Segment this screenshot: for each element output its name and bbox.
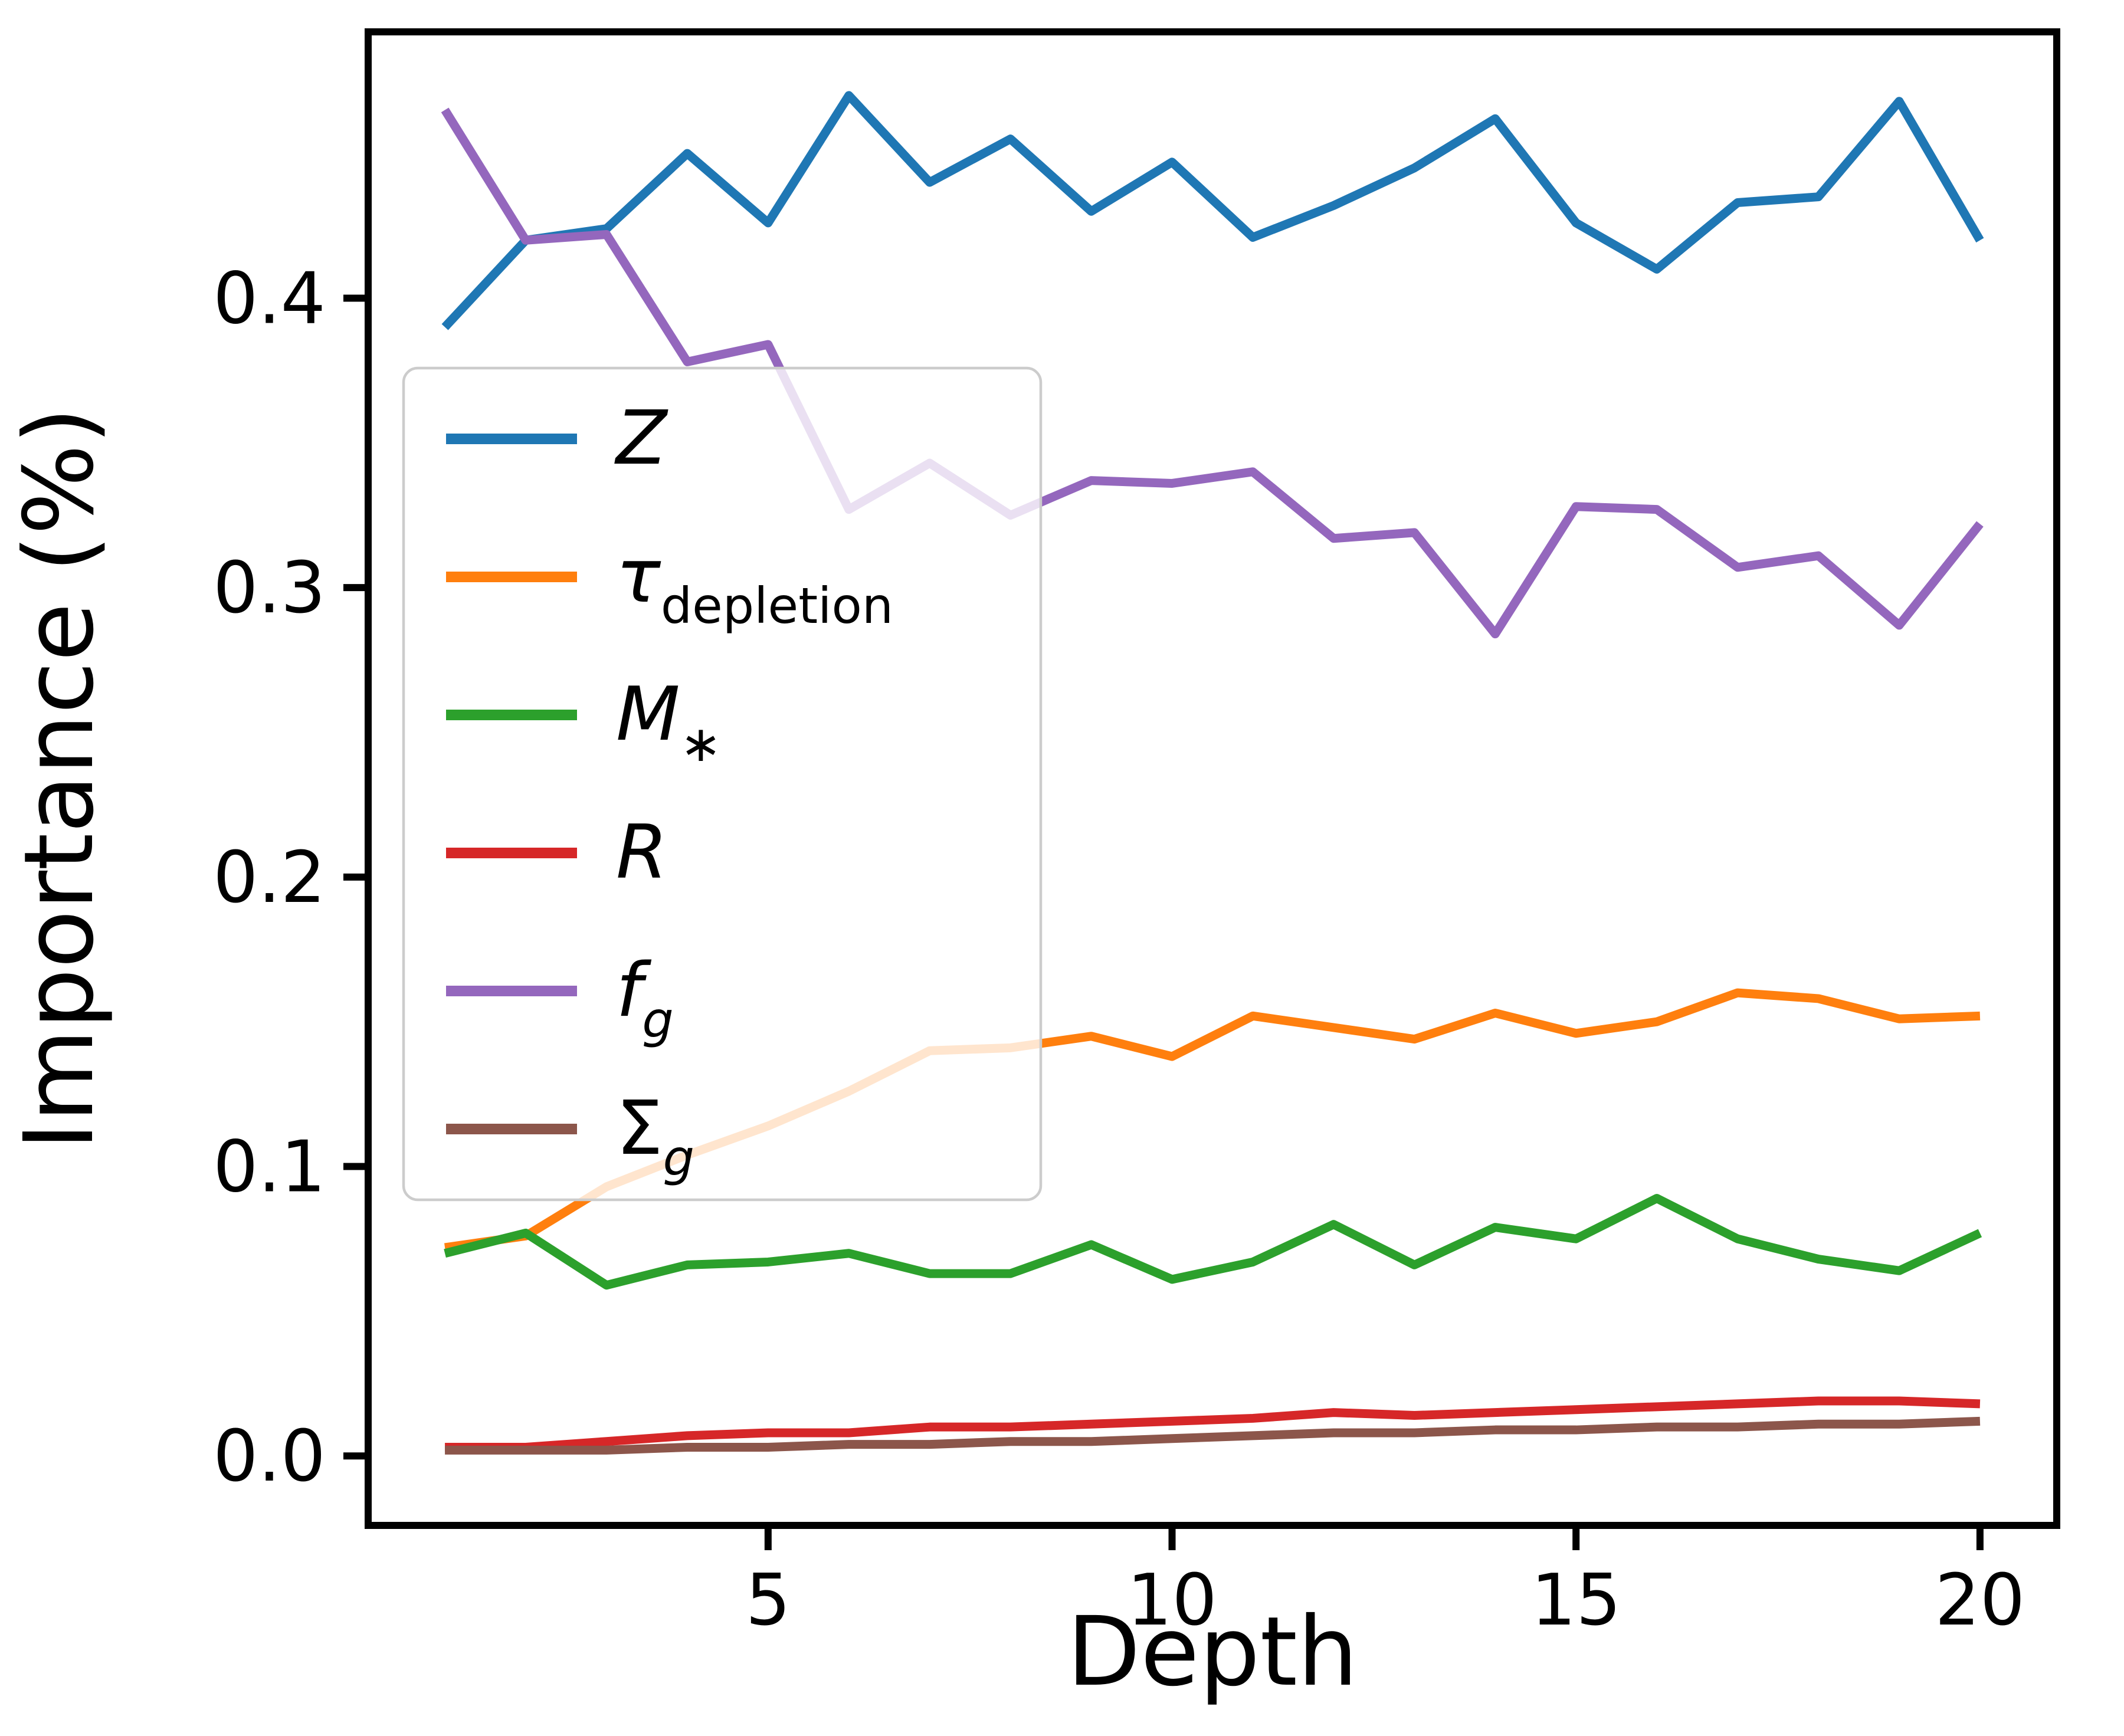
legend-label-r-main: R: [616, 809, 668, 895]
legend-label-sigmag-sub: g: [663, 1129, 694, 1187]
legend-label-mstar-main: M: [616, 671, 680, 757]
x-tick-label: 15: [1531, 1560, 1621, 1642]
series-line-Z: [441, 91, 1984, 330]
legend: Z τdepletion M∗ R fg Σg: [402, 366, 1043, 1202]
series-line-f_g: [441, 107, 1984, 639]
plot-frame: [365, 28, 2060, 1529]
y-tick-label: 0.3: [213, 547, 326, 629]
legend-label-z-main: Z: [614, 395, 668, 481]
legend-label-fg-sub: g: [642, 991, 673, 1049]
series-line-Sigma_g: [445, 1416, 1981, 1455]
legend-label-sigmag-main: Σ: [616, 1085, 663, 1171]
legend-label-tau-depletion: τdepletion: [616, 533, 893, 635]
legend-label-mstar-sub: ∗: [680, 715, 722, 773]
legend-label-r: R: [616, 809, 668, 895]
series-line-R: [445, 1396, 1981, 1452]
legend-frame: [402, 366, 1043, 1202]
x-tick-label: 20: [1935, 1560, 2025, 1642]
legend-item-r: R: [446, 809, 668, 895]
legend-item-tau-depletion: τdepletion: [446, 533, 893, 635]
series-line-M_star: [444, 1194, 1982, 1290]
y-tick-label: 0.0: [213, 1416, 326, 1498]
legend-item-sigmag: Σg: [446, 1085, 694, 1187]
y-tick-label: 0.1: [213, 1127, 326, 1209]
legend-label-mstar: M∗: [616, 671, 722, 773]
axes: 0.0 0.1 0.2 0.3 0.4 5 10 15 20: [213, 28, 2060, 1642]
y-tick-label: 0.2: [213, 837, 326, 919]
x-tick-label: 5: [746, 1560, 791, 1642]
legend-label-sigmag: Σg: [616, 1085, 694, 1187]
y-axis-label: Importance (%): [4, 407, 115, 1150]
legend-item-z: Z: [446, 395, 668, 481]
legend-label-tau-main: τ: [616, 533, 661, 619]
legend-label-tau-sub: depletion: [661, 577, 893, 635]
x-axis-label: Depth: [1067, 1597, 1358, 1708]
y-tick-label: 0.4: [213, 258, 326, 340]
legend-item-mstar: M∗: [446, 671, 722, 773]
legend-label-z: Z: [614, 395, 668, 481]
x-tick-label: 10: [1127, 1560, 1217, 1642]
